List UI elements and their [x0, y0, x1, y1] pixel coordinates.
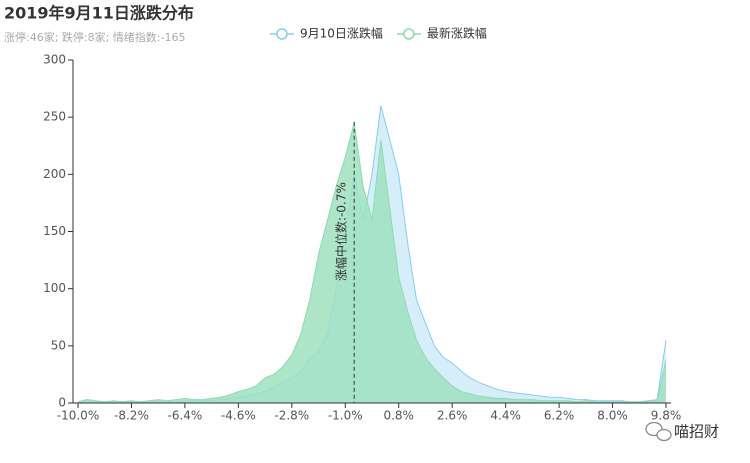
watermark-text: 喵招财 [674, 423, 719, 441]
watermark: 喵招财 [645, 421, 719, 442]
y-tick-label: 250 [43, 110, 66, 124]
x-tick-label: -2.8% [274, 409, 309, 423]
legend-item[interactable]: 9月10日涨跌幅 [270, 26, 383, 41]
chart-title: 2019年9月11日涨跌分布 [4, 4, 194, 23]
x-tick-label: 8.0% [597, 409, 628, 423]
x-tick-label: -1.0% [328, 409, 363, 423]
legend-symbol [403, 28, 415, 40]
legend-label: 9月10日涨跌幅 [300, 26, 383, 41]
x-tick-label: -10.0% [57, 409, 99, 423]
chart-subtitle: 涨停:46家; 跌停:8家; 情绪指数:-165 [4, 30, 185, 44]
y-tick-label: 150 [43, 224, 66, 238]
watermark-icon [656, 428, 672, 442]
median-label: 涨幅中位数:-0.7% [334, 182, 349, 281]
x-tick-label: 0.8% [383, 409, 414, 423]
legend-item[interactable]: 最新涨跌幅 [396, 26, 487, 41]
legend-symbol [276, 28, 288, 40]
y-tick-label: 100 [43, 281, 66, 295]
watermark-icon [645, 421, 663, 437]
line [77, 122, 667, 403]
y-tick-label: 200 [43, 167, 66, 181]
y-tick-label: 50 [51, 338, 66, 352]
y-tick-label: 300 [43, 53, 66, 67]
x-tick-label: 9.8% [651, 409, 682, 423]
y-tick-label: 0 [58, 396, 66, 410]
area [78, 122, 666, 403]
x-tick-label: -8.2% [114, 409, 149, 423]
x-tick-label: -4.6% [221, 409, 256, 423]
x-tick-label: 4.4% [490, 409, 521, 423]
legend-label: 最新涨跌幅 [427, 26, 487, 41]
x-tick-label: -6.4% [167, 409, 202, 423]
x-tick-label: 6.2% [544, 409, 575, 423]
x-tick-label: 2.6% [437, 409, 468, 423]
